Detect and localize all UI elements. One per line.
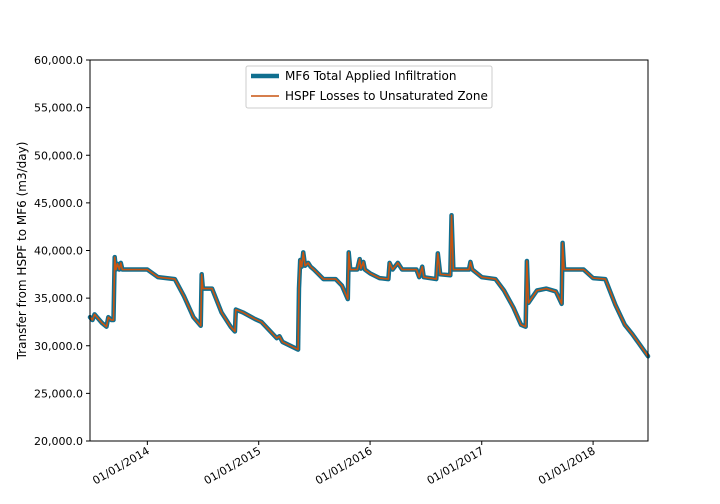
legend-entries: MF6 Total Applied Infiltration HSPF Losse…	[251, 69, 488, 103]
legend-label-1: MF6 Total Applied Infiltration	[285, 69, 457, 83]
y-tick-label: 35,000.0	[34, 292, 83, 305]
y-axis: 20,000.0 25,000.0 30,000.0 35,000.0 40,000.0…	[34, 54, 90, 448]
legend-label-2: HSPF Losses to Unsaturated Zone	[285, 89, 488, 103]
y-tick-label: 20,000.0	[34, 435, 83, 448]
y-tick-label: 25,000.0	[34, 387, 83, 400]
y-tick-label: 40,000.0	[34, 245, 83, 258]
series-layer	[87, 213, 651, 359]
series-line-2	[89, 214, 649, 358]
y-tick-label: 50,000.0	[34, 149, 83, 162]
y-axis-label: Transfer from HSPF to MF6 (m3/day)	[15, 142, 29, 361]
legend-frame	[245, 65, 493, 109]
y-tick-label: 55,000.0	[34, 102, 83, 115]
y-tick-label: 45,000.0	[34, 197, 83, 210]
y-tick-label: 60,000.0	[34, 54, 83, 67]
legend: MF6 Total Applied Infiltration HSPF Losse…	[245, 65, 493, 109]
y-tick-label: 30,000.0	[34, 340, 83, 353]
